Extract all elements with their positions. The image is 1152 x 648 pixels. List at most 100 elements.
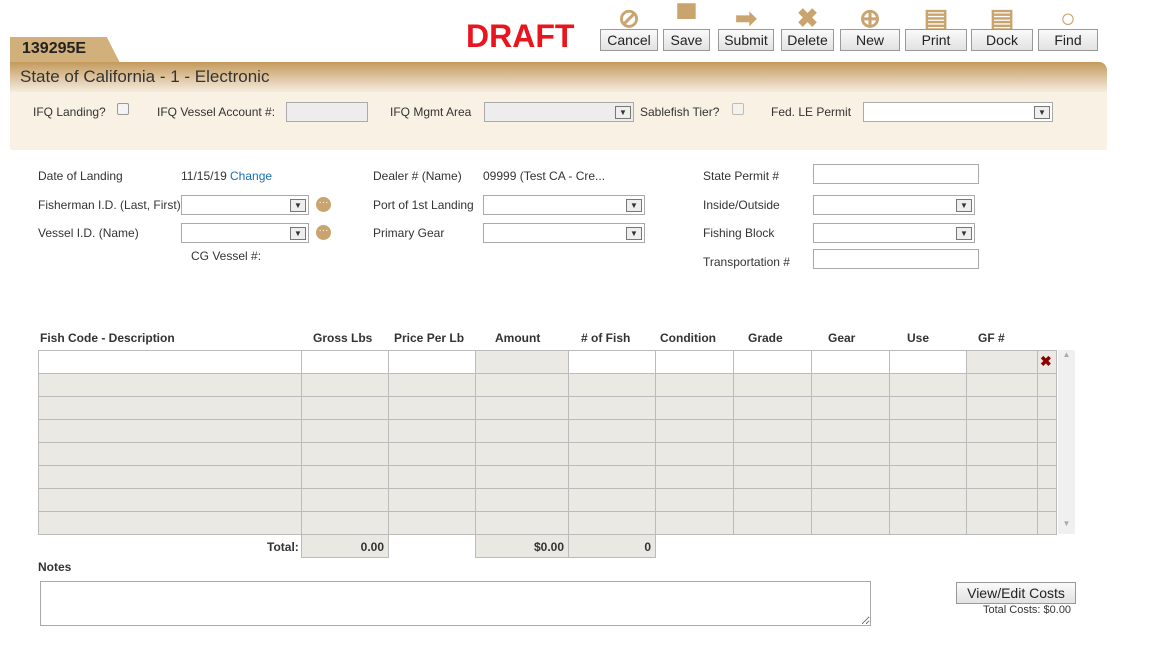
ifq-vessel-account-input[interactable] xyxy=(286,102,368,122)
table-cell[interactable] xyxy=(889,419,967,443)
table-cell[interactable] xyxy=(811,373,890,397)
submit-button[interactable]: Submit xyxy=(718,29,774,51)
table-cell[interactable] xyxy=(811,488,890,512)
fed-le-permit-select[interactable]: ▼ xyxy=(863,102,1053,122)
table-cell[interactable] xyxy=(811,511,890,535)
table-cell[interactable] xyxy=(733,511,812,535)
table-cell[interactable] xyxy=(568,465,656,489)
table-cell[interactable] xyxy=(655,419,734,443)
fisherman-lookup-icon[interactable]: ··· xyxy=(316,197,331,212)
table-cell[interactable] xyxy=(301,373,389,397)
cancel-button[interactable]: Cancel xyxy=(600,29,658,51)
table-cell[interactable] xyxy=(568,350,656,374)
table-cell[interactable] xyxy=(388,488,476,512)
table-cell[interactable] xyxy=(568,488,656,512)
table-cell[interactable] xyxy=(889,442,967,466)
find-button[interactable]: Find xyxy=(1038,29,1098,51)
table-cell[interactable] xyxy=(301,396,389,420)
primary-gear-select[interactable]: ▼ xyxy=(483,223,645,243)
table-cell[interactable] xyxy=(889,465,967,489)
print-button[interactable]: Print xyxy=(905,29,967,51)
table-cell[interactable] xyxy=(733,488,812,512)
table-cell[interactable] xyxy=(388,396,476,420)
state-permit-input[interactable] xyxy=(813,164,979,184)
table-cell[interactable] xyxy=(655,442,734,466)
table-cell[interactable] xyxy=(811,442,890,466)
notes-input[interactable] xyxy=(40,581,871,626)
table-cell[interactable] xyxy=(733,373,812,397)
table-scrollbar[interactable]: ▲ ▼ xyxy=(1058,350,1075,534)
table-cell[interactable] xyxy=(388,419,476,443)
table-cell[interactable] xyxy=(38,396,302,420)
table-cell[interactable] xyxy=(889,488,967,512)
table-cell[interactable] xyxy=(655,373,734,397)
table-cell[interactable] xyxy=(655,465,734,489)
table-cell[interactable] xyxy=(38,465,302,489)
view-edit-costs-button[interactable]: View/Edit Costs xyxy=(956,582,1076,604)
record-tab[interactable]: 139295E xyxy=(10,37,120,63)
table-cell[interactable] xyxy=(966,350,1038,374)
ifq-landing-checkbox[interactable] xyxy=(117,103,129,115)
table-cell[interactable] xyxy=(889,350,967,374)
port-select[interactable]: ▼ xyxy=(483,195,645,215)
save-button[interactable]: Save xyxy=(663,29,710,51)
table-cell[interactable] xyxy=(568,396,656,420)
table-cell[interactable] xyxy=(38,442,302,466)
change-date-link[interactable]: Change xyxy=(230,169,273,183)
fisherman-id-select[interactable]: ▼ xyxy=(181,195,309,215)
table-cell[interactable] xyxy=(655,396,734,420)
table-cell[interactable] xyxy=(966,373,1038,397)
dock-button[interactable]: Dock xyxy=(971,29,1033,51)
inside-outside-select[interactable]: ▼ xyxy=(813,195,975,215)
table-cell[interactable] xyxy=(301,465,389,489)
table-cell[interactable] xyxy=(301,442,389,466)
vessel-lookup-icon[interactable]: ··· xyxy=(316,225,331,240)
table-cell[interactable] xyxy=(568,442,656,466)
table-cell[interactable] xyxy=(568,419,656,443)
vessel-id-select[interactable]: ▼ xyxy=(181,223,309,243)
ifq-mgmt-area-select[interactable]: ▼ xyxy=(484,102,634,122)
table-cell[interactable] xyxy=(889,396,967,420)
table-cell[interactable] xyxy=(38,373,302,397)
table-cell[interactable] xyxy=(966,488,1038,512)
table-cell[interactable] xyxy=(388,350,476,374)
fishing-block-select[interactable]: ▼ xyxy=(813,223,975,243)
table-cell[interactable] xyxy=(38,488,302,512)
table-cell[interactable] xyxy=(733,465,812,489)
transportation-input[interactable] xyxy=(813,249,979,269)
table-cell[interactable] xyxy=(811,350,890,374)
table-cell[interactable] xyxy=(38,350,302,374)
table-cell[interactable] xyxy=(38,419,302,443)
table-cell[interactable] xyxy=(301,511,389,535)
table-cell[interactable] xyxy=(811,419,890,443)
table-cell[interactable] xyxy=(38,511,302,535)
new-button[interactable]: New xyxy=(840,29,900,51)
table-cell[interactable] xyxy=(733,350,812,374)
table-cell[interactable] xyxy=(301,419,389,443)
sablefish-tier-checkbox[interactable] xyxy=(732,103,744,115)
table-cell[interactable] xyxy=(811,465,890,489)
table-cell[interactable] xyxy=(568,373,656,397)
table-cell[interactable] xyxy=(568,511,656,535)
table-cell[interactable] xyxy=(966,419,1038,443)
table-cell[interactable] xyxy=(889,373,967,397)
delete-row-icon[interactable]: ✖ xyxy=(1040,353,1052,369)
delete-button[interactable]: Delete xyxy=(781,29,834,51)
table-cell[interactable] xyxy=(388,373,476,397)
table-cell[interactable] xyxy=(655,511,734,535)
table-cell[interactable] xyxy=(388,465,476,489)
table-cell[interactable] xyxy=(733,396,812,420)
table-cell[interactable] xyxy=(733,419,812,443)
table-cell[interactable] xyxy=(733,442,812,466)
table-cell[interactable] xyxy=(966,442,1038,466)
table-cell[interactable] xyxy=(388,442,476,466)
table-cell[interactable] xyxy=(966,396,1038,420)
table-cell[interactable] xyxy=(655,350,734,374)
table-cell[interactable] xyxy=(388,511,476,535)
table-cell[interactable] xyxy=(889,511,967,535)
table-cell[interactable] xyxy=(655,488,734,512)
table-cell[interactable] xyxy=(811,396,890,420)
table-cell[interactable] xyxy=(301,488,389,512)
table-cell[interactable] xyxy=(301,350,389,374)
table-cell[interactable] xyxy=(966,511,1038,535)
